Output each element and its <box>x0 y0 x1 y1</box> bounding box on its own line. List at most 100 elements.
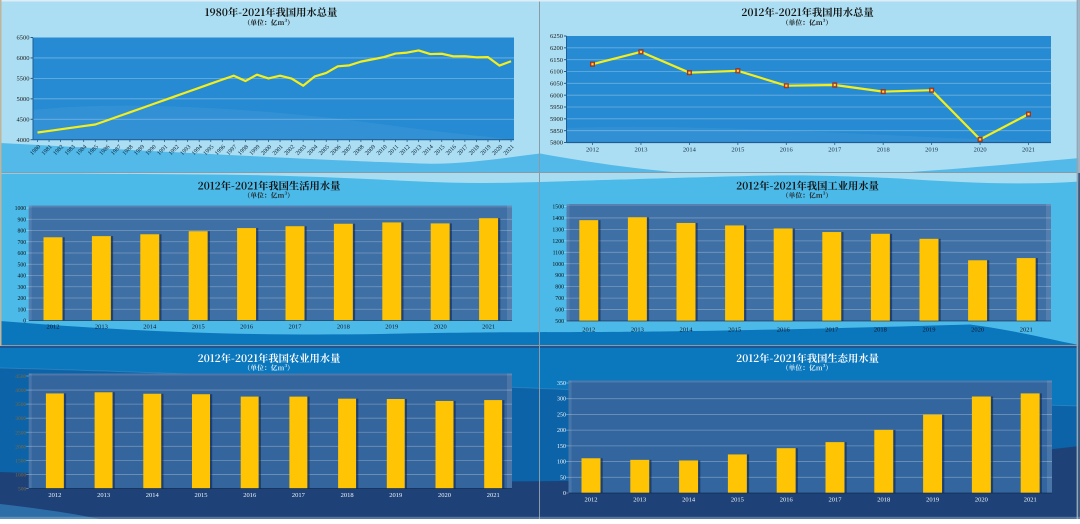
svg-text:900: 900 <box>17 217 26 223</box>
svg-text:1400: 1400 <box>552 216 564 222</box>
svg-text:2017: 2017 <box>292 492 306 499</box>
svg-text:5500: 5500 <box>17 76 30 83</box>
svg-text:2019: 2019 <box>925 147 938 154</box>
svg-text:1000: 1000 <box>15 206 27 212</box>
svg-text:700: 700 <box>555 296 564 302</box>
svg-text:5850: 5850 <box>550 128 563 135</box>
svg-text:6100: 6100 <box>550 69 563 76</box>
svg-text:2500: 2500 <box>15 430 26 436</box>
svg-text:6150: 6150 <box>550 57 563 64</box>
svg-text:50: 50 <box>560 475 566 481</box>
svg-text:4000: 4000 <box>17 137 30 144</box>
svg-text:2014: 2014 <box>143 324 157 331</box>
svg-text:4500: 4500 <box>17 116 30 123</box>
svg-text:350: 350 <box>557 381 566 387</box>
svg-text:1100: 1100 <box>553 250 564 256</box>
svg-text:1000: 1000 <box>552 262 564 268</box>
svg-text:2017: 2017 <box>828 147 842 154</box>
svg-text:2015: 2015 <box>731 147 744 154</box>
svg-text:2015: 2015 <box>195 492 208 499</box>
svg-text:100: 100 <box>557 460 566 466</box>
svg-text:2014: 2014 <box>682 497 696 504</box>
svg-text:6050: 6050 <box>550 81 563 88</box>
svg-text:4500: 4500 <box>15 374 26 380</box>
svg-text:3500: 3500 <box>15 402 26 408</box>
svg-text:2021: 2021 <box>1024 497 1037 504</box>
svg-text:150: 150 <box>557 444 566 450</box>
svg-text:600: 600 <box>555 308 564 314</box>
svg-text:2018: 2018 <box>877 497 890 504</box>
svg-text:800: 800 <box>555 285 564 291</box>
svg-text:2012: 2012 <box>582 327 595 334</box>
svg-text:6000: 6000 <box>550 92 563 99</box>
svg-text:400: 400 <box>17 274 26 280</box>
svg-text:2014: 2014 <box>146 492 160 499</box>
svg-text:6200: 6200 <box>550 45 563 52</box>
svg-text:2019: 2019 <box>385 324 398 331</box>
svg-text:2014: 2014 <box>683 147 697 154</box>
svg-text:2013: 2013 <box>633 497 646 504</box>
svg-text:6000: 6000 <box>17 55 30 62</box>
svg-text:2021: 2021 <box>482 324 495 331</box>
svg-text:1500: 1500 <box>552 205 564 211</box>
svg-text:2012: 2012 <box>586 147 599 154</box>
svg-text:6250: 6250 <box>550 33 563 40</box>
svg-text:2020: 2020 <box>974 147 987 154</box>
svg-text:300: 300 <box>557 397 566 403</box>
svg-text:4000: 4000 <box>15 388 26 394</box>
svg-text:700: 700 <box>17 240 26 246</box>
svg-text:2013: 2013 <box>631 327 644 334</box>
svg-text:2018: 2018 <box>874 327 887 334</box>
svg-text:2000: 2000 <box>15 444 26 450</box>
svg-text:2016: 2016 <box>777 327 791 334</box>
svg-text:2020: 2020 <box>975 497 988 504</box>
svg-text:2012: 2012 <box>585 497 598 504</box>
svg-text:6500: 6500 <box>17 35 30 42</box>
svg-text:900: 900 <box>555 273 564 279</box>
svg-text:2019: 2019 <box>926 497 939 504</box>
svg-text:5800: 5800 <box>550 140 563 147</box>
svg-text:2013: 2013 <box>634 147 647 154</box>
svg-text:2019: 2019 <box>923 327 936 334</box>
svg-text:1300: 1300 <box>552 227 564 233</box>
svg-text:5900: 5900 <box>550 116 563 123</box>
svg-text:2012: 2012 <box>48 492 61 499</box>
svg-text:800: 800 <box>17 229 26 235</box>
svg-text:500: 500 <box>18 487 27 493</box>
svg-text:3000: 3000 <box>15 416 26 422</box>
svg-text:2021: 2021 <box>1020 327 1033 334</box>
svg-text:2013: 2013 <box>95 324 108 331</box>
svg-text:200: 200 <box>17 296 26 302</box>
svg-text:0: 0 <box>563 491 566 497</box>
svg-text:1500: 1500 <box>15 458 26 464</box>
svg-text:1000: 1000 <box>15 472 26 478</box>
svg-text:2019: 2019 <box>389 492 402 499</box>
svg-text:2013: 2013 <box>97 492 110 499</box>
svg-text:5000: 5000 <box>17 96 30 103</box>
svg-text:2015: 2015 <box>192 324 205 331</box>
svg-text:2018: 2018 <box>341 492 354 499</box>
svg-text:2020: 2020 <box>438 492 451 499</box>
svg-text:2021: 2021 <box>487 492 500 499</box>
svg-text:200: 200 <box>557 428 566 434</box>
svg-text:2012: 2012 <box>47 324 60 331</box>
svg-text:2020: 2020 <box>971 327 984 334</box>
svg-text:2017: 2017 <box>289 324 303 331</box>
svg-text:2016: 2016 <box>780 147 794 154</box>
svg-text:2016: 2016 <box>240 324 254 331</box>
svg-text:500: 500 <box>555 319 564 325</box>
svg-text:2015: 2015 <box>728 327 741 334</box>
svg-text:2021: 2021 <box>1022 147 1035 154</box>
svg-text:2015: 2015 <box>731 497 744 504</box>
svg-text:2014: 2014 <box>680 327 694 334</box>
svg-text:2017: 2017 <box>825 327 839 334</box>
svg-text:2020: 2020 <box>434 324 447 331</box>
svg-text:1200: 1200 <box>552 239 564 245</box>
svg-text:100: 100 <box>17 307 26 313</box>
svg-text:2018: 2018 <box>877 147 890 154</box>
svg-text:2017: 2017 <box>829 497 843 504</box>
svg-text:2016: 2016 <box>243 492 257 499</box>
svg-text:250: 250 <box>557 412 566 418</box>
svg-text:2018: 2018 <box>337 324 350 331</box>
svg-text:600: 600 <box>17 251 26 257</box>
